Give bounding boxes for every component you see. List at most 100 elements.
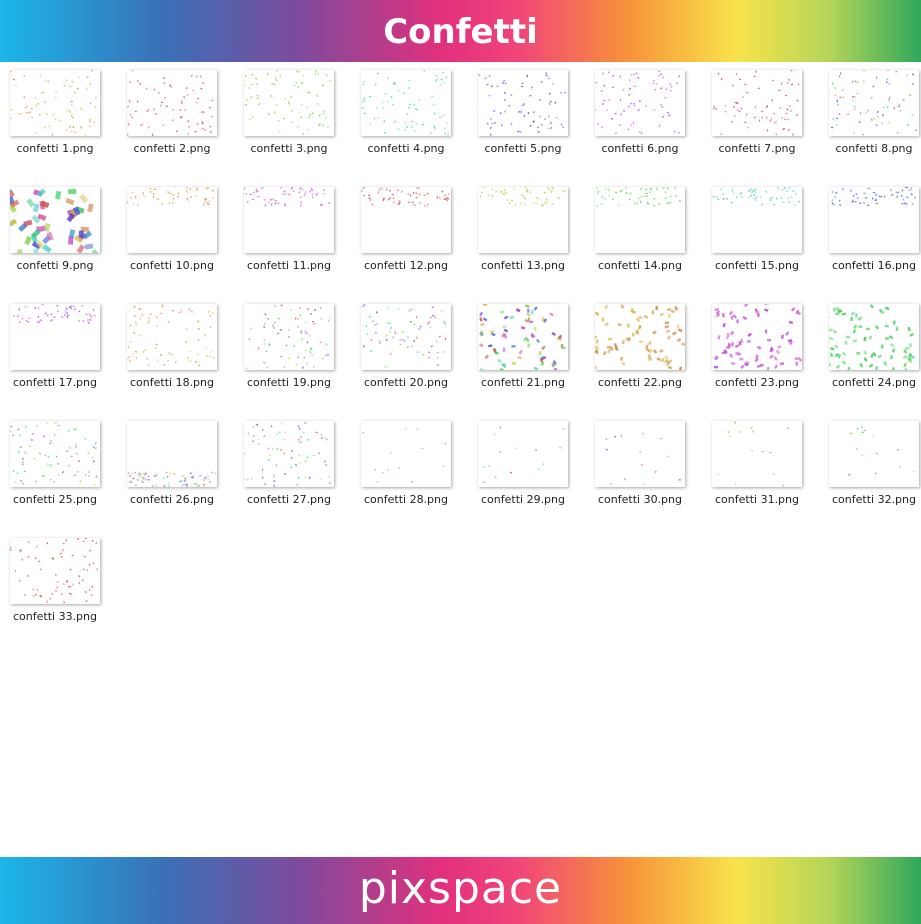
thumbnail[interactable] bbox=[10, 421, 100, 487]
file-name[interactable]: confetti 22.png bbox=[598, 376, 682, 389]
file-name[interactable]: confetti 2.png bbox=[133, 142, 211, 155]
confetti-piece bbox=[530, 86, 533, 89]
file-name[interactable]: confetti 1.png bbox=[16, 142, 94, 155]
file-name[interactable]: confetti 16.png bbox=[832, 259, 916, 272]
thumbnail[interactable] bbox=[829, 70, 919, 136]
confetti-piece bbox=[669, 89, 672, 92]
file-name[interactable]: confetti 18.png bbox=[130, 376, 214, 389]
thumbnail[interactable] bbox=[712, 70, 802, 136]
file-name[interactable]: confetti 24.png bbox=[832, 376, 916, 389]
file-name[interactable]: confetti 26.png bbox=[130, 493, 214, 506]
confetti-piece bbox=[503, 79, 506, 82]
confetti-piece bbox=[189, 360, 192, 362]
thumbnail[interactable] bbox=[595, 304, 685, 370]
file-name[interactable]: confetti 17.png bbox=[13, 376, 97, 389]
file-name[interactable]: confetti 4.png bbox=[367, 142, 445, 155]
thumbnail[interactable] bbox=[478, 70, 568, 136]
thumbnail[interactable] bbox=[244, 421, 334, 487]
file-name[interactable]: confetti 9.png bbox=[16, 259, 94, 272]
confetti-piece bbox=[734, 421, 736, 424]
confetti-piece bbox=[503, 99, 506, 102]
confetti-piece bbox=[786, 81, 789, 84]
confetti-piece bbox=[31, 116, 34, 119]
thumbnail[interactable] bbox=[244, 304, 334, 370]
confetti-piece bbox=[300, 116, 303, 119]
file-name[interactable]: confetti 21.png bbox=[481, 376, 565, 389]
file-name[interactable]: confetti 29.png bbox=[481, 493, 565, 506]
confetti-piece bbox=[715, 312, 721, 318]
thumbnail[interactable] bbox=[127, 304, 217, 370]
file-name[interactable]: confetti 14.png bbox=[598, 259, 682, 272]
file-name[interactable]: confetti 30.png bbox=[598, 493, 682, 506]
file-name[interactable]: confetti 13.png bbox=[481, 259, 565, 272]
confetti-piece bbox=[149, 313, 153, 315]
thumbnail[interactable] bbox=[10, 187, 100, 253]
confetti-piece bbox=[895, 70, 898, 73]
thumbnail[interactable] bbox=[829, 421, 919, 487]
confetti-piece bbox=[256, 190, 259, 193]
confetti-piece bbox=[84, 591, 87, 593]
file-name[interactable]: confetti 6.png bbox=[601, 142, 679, 155]
thumbnail[interactable] bbox=[127, 421, 217, 487]
file-name[interactable]: confetti 23.png bbox=[715, 376, 799, 389]
thumbnail[interactable] bbox=[361, 421, 451, 487]
thumbnail[interactable] bbox=[712, 304, 802, 370]
thumbnail[interactable] bbox=[361, 187, 451, 253]
thumbnail[interactable] bbox=[712, 421, 802, 487]
thumbnail[interactable] bbox=[829, 304, 919, 370]
confetti-piece bbox=[486, 122, 489, 125]
thumbnail[interactable] bbox=[478, 187, 568, 253]
file-name[interactable]: confetti 15.png bbox=[715, 259, 799, 272]
confetti-piece bbox=[264, 313, 267, 316]
confetti-piece bbox=[526, 308, 530, 313]
confetti-piece bbox=[84, 243, 94, 250]
file-name[interactable]: confetti 31.png bbox=[715, 493, 799, 506]
file-name[interactable]: confetti 8.png bbox=[835, 142, 913, 155]
file-name[interactable]: confetti 20.png bbox=[364, 376, 448, 389]
confetti-piece bbox=[73, 234, 84, 244]
confetti-piece bbox=[559, 446, 562, 449]
file-name[interactable]: confetti 11.png bbox=[247, 259, 331, 272]
confetti-piece bbox=[196, 320, 199, 323]
file-name[interactable]: confetti 7.png bbox=[718, 142, 796, 155]
file-name[interactable]: confetti 12.png bbox=[364, 259, 448, 272]
file-name[interactable]: confetti 5.png bbox=[484, 142, 562, 155]
confetti-piece bbox=[907, 356, 912, 361]
confetti-piece bbox=[797, 83, 800, 86]
thumbnail[interactable] bbox=[10, 304, 100, 370]
confetti-piece bbox=[908, 343, 913, 348]
file-name[interactable]: confetti 28.png bbox=[364, 493, 448, 506]
confetti-piece bbox=[87, 470, 90, 474]
confetti-piece bbox=[729, 353, 733, 359]
confetti-piece bbox=[35, 131, 38, 134]
thumbnail[interactable] bbox=[10, 538, 100, 604]
thumbnail[interactable] bbox=[361, 70, 451, 136]
thumbnail[interactable] bbox=[712, 187, 802, 253]
thumbnail[interactable] bbox=[595, 187, 685, 253]
confetti-piece bbox=[65, 539, 68, 542]
thumbnail[interactable] bbox=[244, 187, 334, 253]
file-name[interactable]: confetti 10.png bbox=[130, 259, 214, 272]
file-name[interactable]: confetti 3.png bbox=[250, 142, 328, 155]
thumbnail[interactable] bbox=[595, 70, 685, 136]
confetti-piece bbox=[10, 199, 20, 208]
confetti-piece bbox=[761, 450, 764, 453]
thumbnail[interactable] bbox=[244, 70, 334, 136]
confetti-piece bbox=[273, 111, 276, 114]
thumbnail[interactable] bbox=[595, 421, 685, 487]
file-name[interactable]: confetti 33.png bbox=[13, 610, 97, 623]
confetti-piece bbox=[849, 432, 853, 435]
thumbnail[interactable] bbox=[10, 70, 100, 136]
thumbnail[interactable] bbox=[829, 187, 919, 253]
thumbnail[interactable] bbox=[127, 70, 217, 136]
thumbnail[interactable] bbox=[127, 187, 217, 253]
file-name[interactable]: confetti 25.png bbox=[13, 493, 97, 506]
thumbnail[interactable] bbox=[478, 421, 568, 487]
thumbnail[interactable] bbox=[478, 304, 568, 370]
file-name[interactable]: confetti 19.png bbox=[247, 376, 331, 389]
file-name[interactable]: confetti 32.png bbox=[832, 493, 916, 506]
confetti-piece bbox=[257, 442, 260, 445]
file-name[interactable]: confetti 27.png bbox=[247, 493, 331, 506]
confetti-piece bbox=[74, 445, 77, 448]
thumbnail[interactable] bbox=[361, 304, 451, 370]
